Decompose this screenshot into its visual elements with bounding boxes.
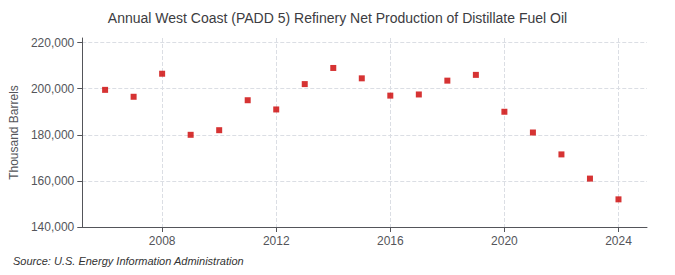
svg-text:Thousand Barrels: Thousand Barrels [7, 85, 21, 180]
svg-text:Source: U.S. Energy Informatio: Source: U.S. Energy Information Administ… [13, 255, 244, 267]
svg-text:2024: 2024 [605, 234, 632, 248]
svg-text:180,000: 180,000 [31, 128, 75, 142]
svg-text:2008: 2008 [149, 234, 176, 248]
svg-text:2020: 2020 [491, 234, 518, 248]
svg-text:220,000: 220,000 [31, 36, 75, 50]
svg-text:2012: 2012 [263, 234, 290, 248]
svg-text:200,000: 200,000 [31, 82, 75, 96]
svg-text:Annual West Coast (PADD 5) Ref: Annual West Coast (PADD 5) Refinery Net … [108, 10, 567, 26]
svg-text:160,000: 160,000 [31, 174, 75, 188]
svg-text:2016: 2016 [377, 234, 404, 248]
svg-text:140,000: 140,000 [31, 220, 75, 234]
